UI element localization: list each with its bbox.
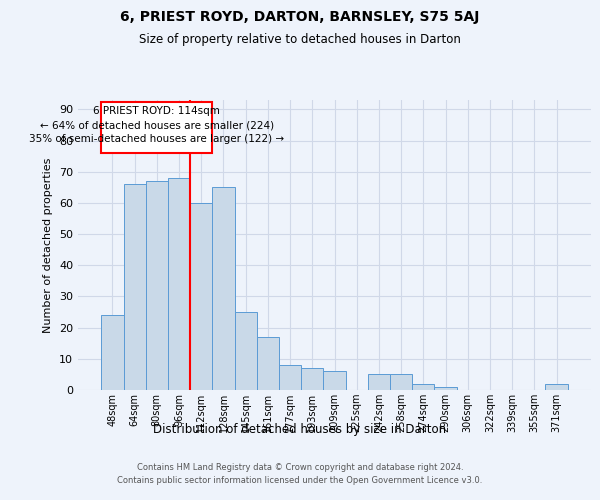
Bar (257, 337, 279, 390)
Y-axis label: Number of detached properties: Number of detached properties (43, 158, 53, 332)
Bar (434, 387, 457, 390)
Bar (168, 178, 190, 390)
Bar (101, 315, 124, 390)
Bar (323, 372, 346, 390)
Text: 35% of semi-detached houses are larger (122) →: 35% of semi-detached houses are larger (… (29, 134, 284, 144)
Text: Contains public sector information licensed under the Open Government Licence v3: Contains public sector information licen… (118, 476, 482, 485)
Text: Distribution of detached houses by size in Darton: Distribution of detached houses by size … (154, 422, 446, 436)
Bar (412, 384, 434, 390)
Bar (146, 181, 168, 390)
FancyBboxPatch shape (101, 102, 212, 153)
Bar (301, 368, 323, 390)
Bar (390, 374, 412, 390)
Bar (279, 365, 301, 390)
Bar (368, 374, 390, 390)
Bar (124, 184, 146, 390)
Bar (545, 384, 568, 390)
Text: 6, PRIEST ROYD, DARTON, BARNSLEY, S75 5AJ: 6, PRIEST ROYD, DARTON, BARNSLEY, S75 5A… (121, 10, 479, 24)
Text: ← 64% of detached houses are smaller (224): ← 64% of detached houses are smaller (22… (40, 120, 274, 130)
Bar (212, 188, 235, 390)
Text: Contains HM Land Registry data © Crown copyright and database right 2024.: Contains HM Land Registry data © Crown c… (137, 462, 463, 471)
Text: Size of property relative to detached houses in Darton: Size of property relative to detached ho… (139, 32, 461, 46)
Bar (190, 203, 212, 390)
Text: 6 PRIEST ROYD: 114sqm: 6 PRIEST ROYD: 114sqm (94, 106, 220, 116)
Bar (235, 312, 257, 390)
